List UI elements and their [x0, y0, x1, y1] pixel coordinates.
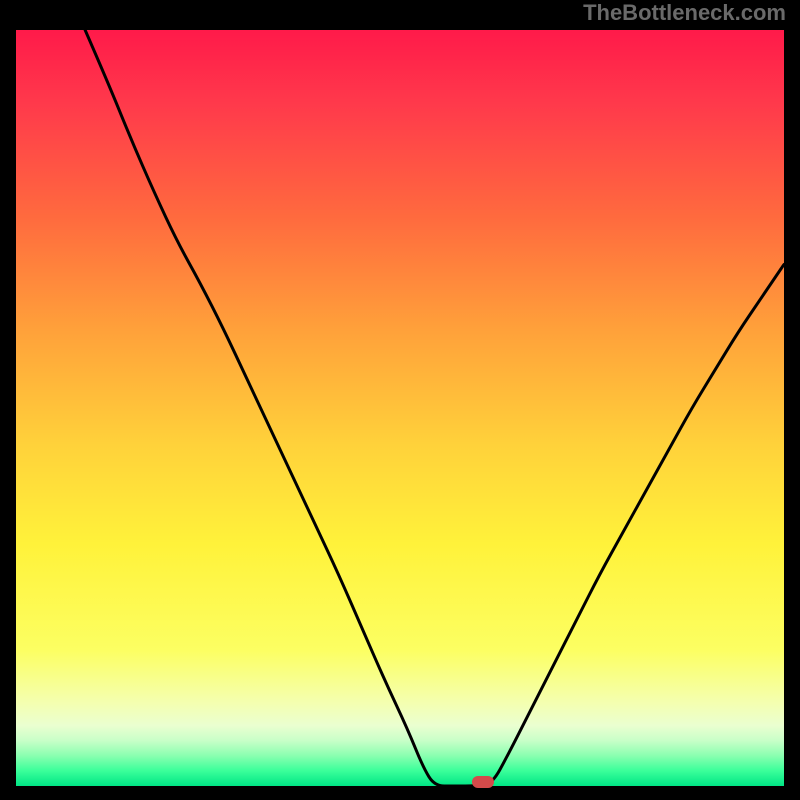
- optimum-marker: [472, 776, 494, 788]
- bottleneck-curve-svg: [16, 30, 784, 786]
- bottleneck-curve-path: [85, 30, 784, 786]
- watermark-container: TheBottleneck.com: [583, 0, 786, 26]
- plot-frame: [14, 28, 786, 788]
- watermark-text: TheBottleneck.com: [583, 0, 786, 25]
